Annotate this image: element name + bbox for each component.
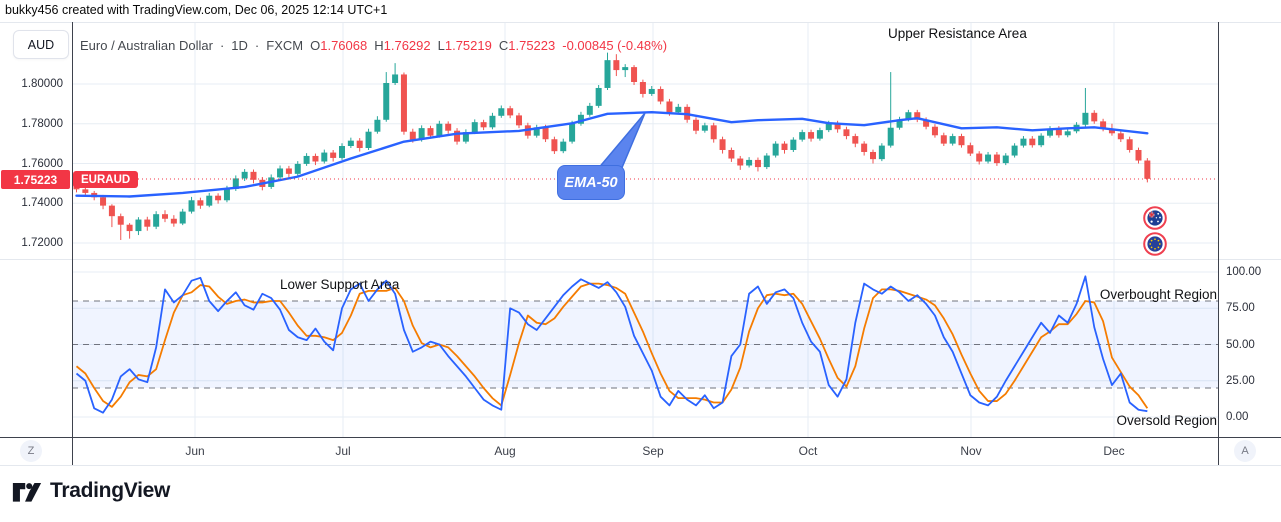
timezone-button[interactable]: Z xyxy=(20,440,42,462)
month-label: Dec xyxy=(1103,444,1125,458)
ohlc-close: C1.75223 xyxy=(498,38,556,53)
month-label: Nov xyxy=(960,444,982,458)
tradingview-logo[interactable]: TradingView xyxy=(12,478,170,504)
ohlc-low: L1.75219 xyxy=(437,38,492,53)
tradingview-logo-text: TradingView xyxy=(50,479,171,502)
symbol-header[interactable]: Euro / Australian Dollar · 1D · FXCM O1.… xyxy=(80,38,667,53)
indicator-axis-label: 75.00 xyxy=(1226,302,1255,315)
exchange-label: FXCM xyxy=(266,38,304,53)
upper-resistance-annotation[interactable]: Upper Resistance Area xyxy=(888,26,1027,41)
month-label: Jul xyxy=(335,444,351,458)
ohlc-high: H1.76292 xyxy=(374,38,431,53)
price-axis-label: 1.78000 xyxy=(21,117,63,130)
separator-dot: · xyxy=(219,38,225,53)
auto-scale-button[interactable]: A xyxy=(1234,440,1256,462)
price-axis-label: 1.80000 xyxy=(21,78,63,90)
australia-flag-icon[interactable] xyxy=(1143,206,1167,230)
overbought-region-annotation[interactable]: Overbought Region xyxy=(1099,287,1217,302)
currency-button[interactable]: AUD xyxy=(13,30,69,59)
price-axis-label: 1.72000 xyxy=(21,237,63,249)
month-label: Oct xyxy=(798,444,818,458)
indicator-axis-label: 50.00 xyxy=(1226,338,1255,351)
indicator-axis-label: 100.00 xyxy=(1226,266,1262,278)
month-label: Aug xyxy=(494,444,516,458)
lower-support-annotation[interactable]: Lower Support Area xyxy=(280,277,400,292)
indicator-axis-label: 0.00 xyxy=(1226,411,1249,423)
last-price-label: 1.75223 xyxy=(1,170,70,189)
ema50-callout[interactable]: EMA-50 xyxy=(557,165,625,200)
interval-label: 1D xyxy=(231,38,248,53)
tradingview-logo-icon xyxy=(12,483,42,502)
change-value: -0.00845 (-0.48%) xyxy=(562,38,668,53)
symbol-name: Euro / Australian Dollar xyxy=(80,38,213,53)
separator-dot: · xyxy=(254,38,260,53)
attribution-text: bukky456 created with TradingView.com, D… xyxy=(5,3,388,17)
month-label: Sep xyxy=(642,444,664,458)
eu-flag-icon[interactable] xyxy=(1143,232,1167,256)
indicator-axis-label: 25.00 xyxy=(1226,374,1255,387)
price-axis-label: 1.76000 xyxy=(21,157,63,170)
oversold-region-annotation[interactable]: Oversold Region xyxy=(1116,413,1217,428)
symbol-price-tag[interactable]: EURAUD xyxy=(73,171,139,188)
month-label: Jun xyxy=(185,444,205,458)
price-axis-label: 1.74000 xyxy=(21,197,63,210)
ohlc-open: O1.76068 xyxy=(310,38,368,53)
